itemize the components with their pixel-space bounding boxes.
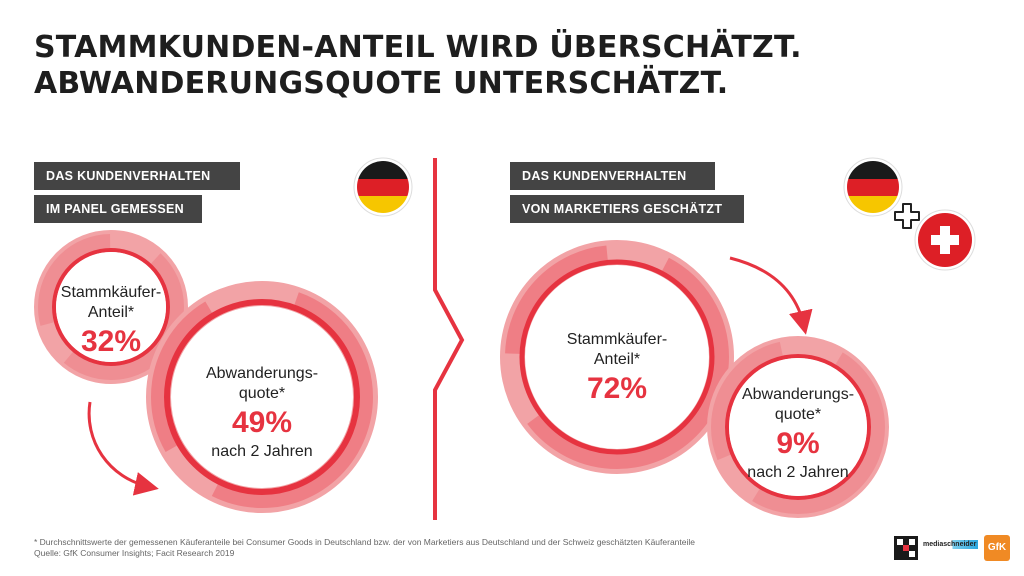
title-line-2: ABWANDERUNGSQUOTE UNTERSCHÄTZT.: [34, 66, 729, 101]
switzerland-flag-icon: [914, 209, 976, 271]
left-churn-label-2: quote*: [238, 385, 286, 402]
right-loyal-ring: [500, 240, 734, 474]
right-curved-arrow: [729, 256, 813, 335]
right-loyal-label-2: Anteil*: [593, 351, 641, 368]
germany-flag-icon-left: [353, 157, 413, 217]
footnote: * Durchschnittswerte der gemessenen Käuf…: [34, 537, 695, 559]
footnote-line-1: * Durchschnittswerte der gemessenen Käuf…: [34, 537, 695, 547]
mediaschneider-logo: mediaschneider: [921, 540, 979, 549]
left-tag-behavior: DAS KUNDENVERHALTEN: [34, 162, 240, 190]
plus-icon: [894, 203, 920, 229]
left-churn-sub: nach 2 Jahren: [211, 443, 313, 460]
left-churn-value: 49%: [231, 406, 293, 439]
right-churn-label-1: Abwanderungs-: [741, 386, 855, 403]
page-title: STAMMKUNDEN-ANTEIL WIRD ÜBERSCHÄTZT. ABW…: [34, 30, 802, 102]
right-churn-text: Abwanderungs- quote* 9% nach 2 Jahren: [718, 385, 878, 483]
right-loyal-value: 72%: [586, 372, 648, 405]
right-tag-estimated: VON MARKETIERS GESCHÄTZT: [510, 195, 744, 223]
left-churn-ring: [146, 281, 378, 513]
mediaschneider-logo-icon: [894, 536, 918, 560]
left-loyal-text: Stammkäufer- Anteil* 32%: [51, 283, 171, 361]
footnote-source: Quelle: GfK Consumer Insights; Facit Res…: [34, 548, 235, 558]
right-tag-behavior: DAS KUNDENVERHALTEN: [510, 162, 715, 190]
germany-flag-icon-right: [843, 157, 903, 217]
center-divider: [433, 158, 465, 520]
left-churn-text: Abwanderungs- quote* 49% nach 2 Jahren: [182, 364, 342, 462]
right-churn-value: 9%: [776, 427, 820, 460]
left-curved-arrow: [87, 401, 159, 496]
left-tag-measured: IM PANEL GEMESSEN: [34, 195, 202, 223]
right-loyal-label-1: Stammkäufer-: [566, 331, 668, 348]
right-churn-label-2: quote*: [774, 406, 822, 423]
left-loyal-ring: [34, 230, 188, 384]
title-line-1: STAMMKUNDEN-ANTEIL WIRD ÜBERSCHÄTZT.: [34, 30, 802, 65]
left-loyal-value: 32%: [80, 325, 142, 358]
left-loyal-label-2: Anteil*: [87, 304, 135, 321]
gfk-logo: GfK: [984, 535, 1010, 561]
right-churn-sub: nach 2 Jahren: [747, 464, 849, 481]
right-churn-ring: [707, 336, 889, 518]
left-loyal-label-1: Stammkäufer-: [60, 284, 162, 301]
left-churn-label-1: Abwanderungs-: [205, 365, 319, 382]
right-loyal-text: Stammkäufer- Anteil* 72%: [557, 330, 677, 408]
